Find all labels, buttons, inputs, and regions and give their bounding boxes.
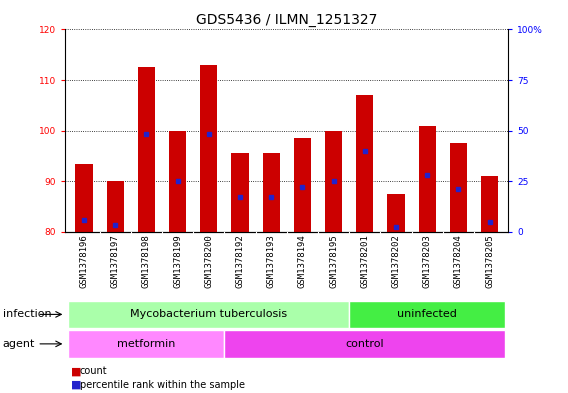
Bar [224, 330, 506, 358]
Text: control: control [345, 339, 384, 349]
Text: percentile rank within the sample: percentile rank within the sample [80, 380, 244, 390]
Text: Mycobacterium tuberculosis: Mycobacterium tuberculosis [130, 309, 287, 320]
Bar [294, 138, 311, 232]
Bar [68, 330, 224, 358]
Bar [450, 143, 467, 232]
Text: GSM1378197: GSM1378197 [111, 234, 120, 288]
Text: GSM1378194: GSM1378194 [298, 234, 307, 288]
Bar [107, 181, 124, 232]
Text: GSM1378201: GSM1378201 [360, 234, 369, 288]
Bar [349, 301, 506, 328]
Text: GSM1378193: GSM1378193 [267, 234, 275, 288]
Text: infection: infection [3, 309, 52, 320]
Text: GSM1378196: GSM1378196 [80, 234, 89, 288]
Text: GSM1378199: GSM1378199 [173, 234, 182, 288]
Bar [262, 153, 280, 232]
Text: ■: ■ [71, 366, 81, 376]
Bar [325, 130, 342, 232]
Title: GDS5436 / ILMN_1251327: GDS5436 / ILMN_1251327 [196, 13, 378, 27]
Bar [387, 194, 404, 232]
Text: GSM1378204: GSM1378204 [454, 234, 463, 288]
Bar [169, 130, 186, 232]
Text: GSM1378203: GSM1378203 [423, 234, 432, 288]
Text: GSM1378192: GSM1378192 [236, 234, 245, 288]
Bar [419, 126, 436, 232]
Bar [232, 153, 249, 232]
Bar [138, 68, 155, 232]
Bar [481, 176, 498, 232]
Text: GSM1378205: GSM1378205 [485, 234, 494, 288]
Bar [76, 163, 93, 232]
Text: agent: agent [3, 339, 35, 349]
Text: ■: ■ [71, 380, 81, 390]
Text: uninfected: uninfected [397, 309, 457, 320]
Bar [356, 95, 373, 232]
Text: metformin: metformin [117, 339, 176, 349]
Text: GSM1378200: GSM1378200 [204, 234, 214, 288]
Text: count: count [80, 366, 107, 376]
Text: GSM1378195: GSM1378195 [329, 234, 338, 288]
Bar [68, 301, 349, 328]
Text: GSM1378202: GSM1378202 [391, 234, 400, 288]
Text: GSM1378198: GSM1378198 [142, 234, 151, 288]
Bar [201, 65, 218, 232]
